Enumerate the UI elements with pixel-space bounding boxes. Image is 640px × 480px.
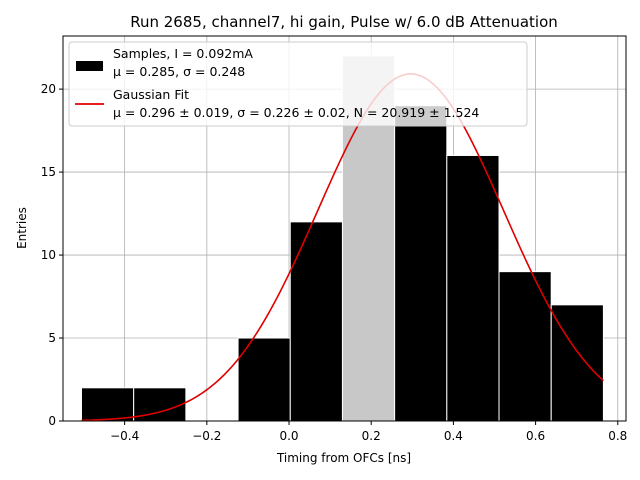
histogram-bar-0 bbox=[80, 387, 135, 422]
axis-ticks: −0.4 −0.2 0.0 0.2 0.4 0.6 0.8 0 5 10 15 20 bbox=[41, 82, 628, 443]
x-tick-label-4: 0.4 bbox=[444, 429, 463, 443]
y-tick-label-0: 0 bbox=[48, 414, 56, 428]
histogram-bar-8 bbox=[498, 271, 552, 422]
histogram-bar-4 bbox=[289, 221, 343, 422]
x-tick-label-2: 0.0 bbox=[279, 429, 298, 443]
legend: Samples, I = 0.092mA μ = 0.285, σ = 0.248… bbox=[68, 41, 528, 127]
axes-frame bbox=[62, 35, 627, 422]
legend-samples-swatch bbox=[76, 61, 103, 71]
legend-box bbox=[68, 41, 528, 127]
histogram-bar-9 bbox=[550, 304, 604, 422]
x-tick-label-1: −0.2 bbox=[192, 429, 221, 443]
x-tick-label-5: 0.6 bbox=[526, 429, 545, 443]
chart-title: Run 2685, channel7, hi gain, Pulse w/ 6.… bbox=[130, 13, 558, 31]
histogram-bar-6 bbox=[394, 105, 448, 422]
legend-fit-stats: μ = 0.296 ± 0.019, σ = 0.226 ± 0.02, N =… bbox=[113, 105, 479, 120]
fit-curve bbox=[81, 73, 604, 422]
legend-samples-title: Samples, I = 0.092mA bbox=[113, 46, 253, 61]
y-tick-label-2: 10 bbox=[41, 248, 56, 262]
x-axis-label: Timing from OFCs [ns] bbox=[276, 451, 411, 465]
y-axis-label: Entries bbox=[15, 207, 29, 249]
y-tick-label-3: 15 bbox=[41, 165, 56, 179]
gaussian-fit bbox=[81, 73, 604, 422]
x-tick-label-0: −0.4 bbox=[110, 429, 139, 443]
histogram-bar-7 bbox=[446, 154, 500, 422]
histogram-bar-3 bbox=[237, 337, 291, 422]
x-tick-label-3: 0.2 bbox=[362, 429, 381, 443]
legend-samples-stats: μ = 0.285, σ = 0.248 bbox=[113, 64, 245, 79]
y-tick-label-4: 20 bbox=[41, 82, 56, 96]
x-tick-label-6: 0.8 bbox=[608, 429, 627, 443]
y-tick-label-1: 5 bbox=[48, 331, 56, 345]
legend-fit-title: Gaussian Fit bbox=[113, 87, 189, 102]
